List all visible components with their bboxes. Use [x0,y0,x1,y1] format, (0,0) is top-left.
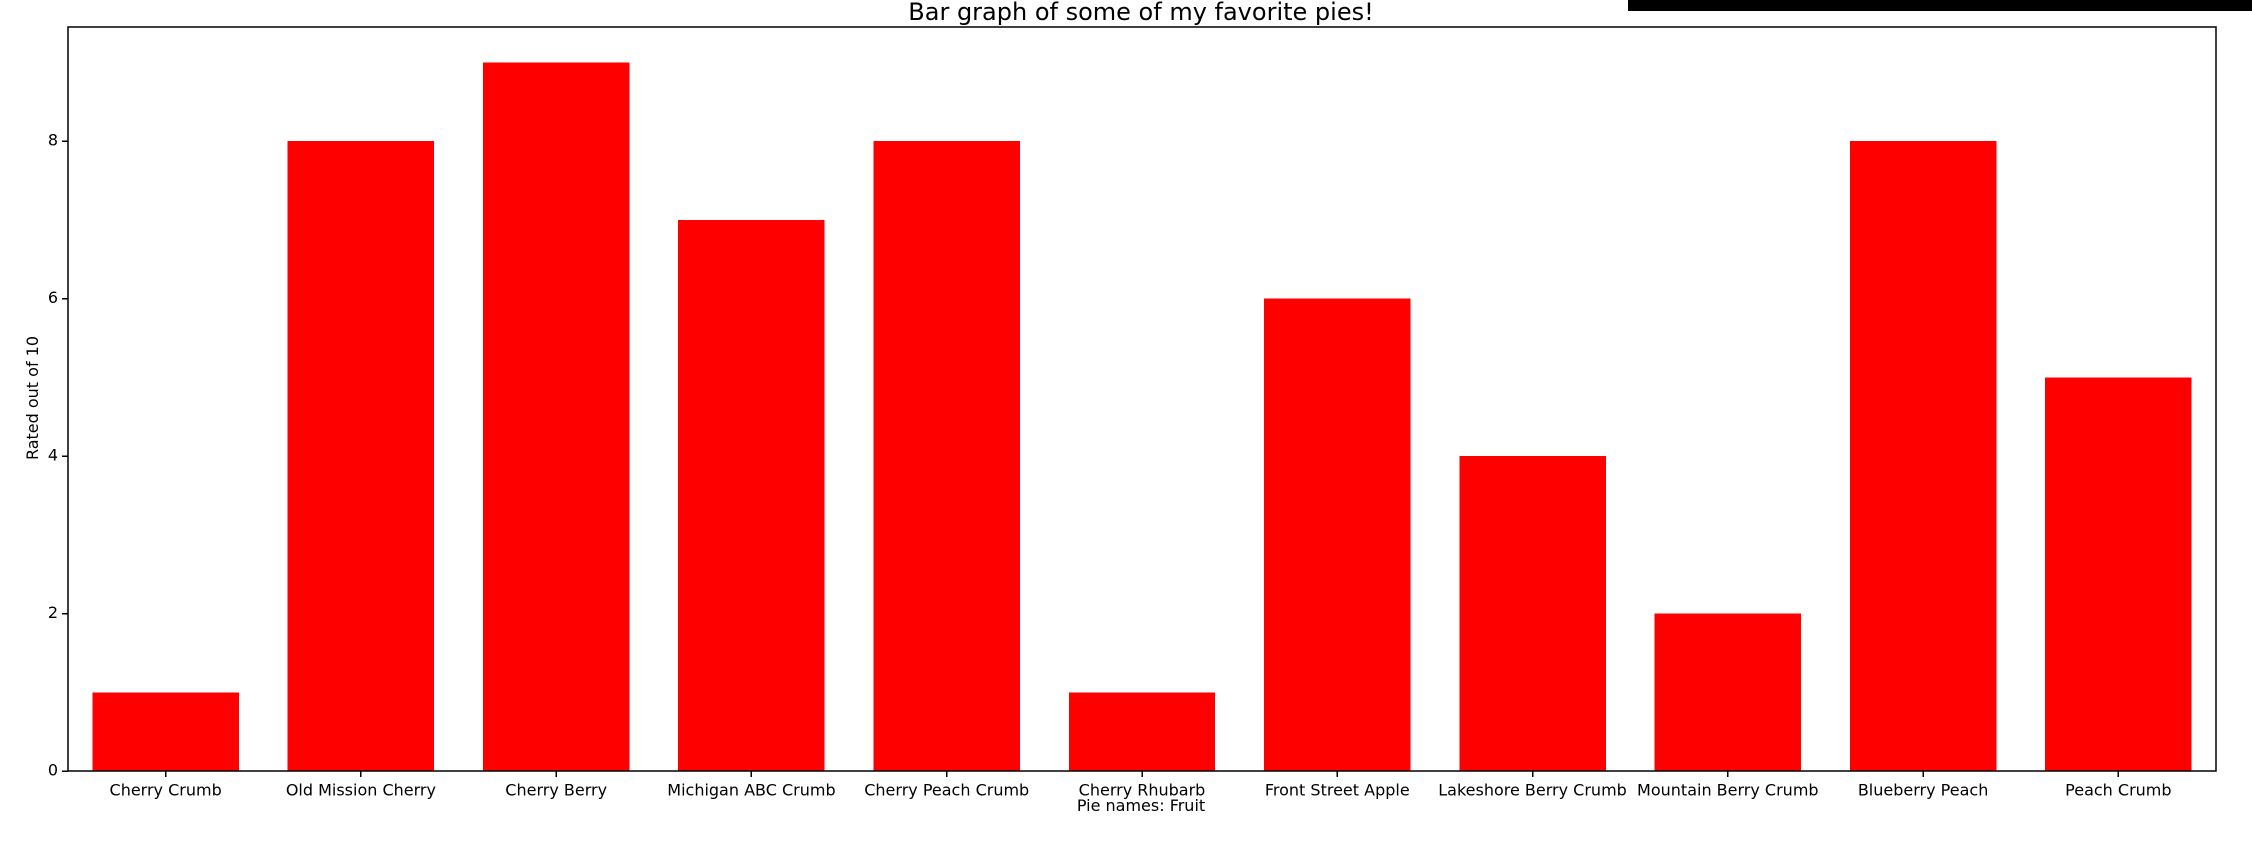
bar-9 [1849,141,1997,771]
x-tick-label-5: Cherry Rhubarb [1079,781,1206,800]
y-tick-label-3: 6 [48,288,58,307]
y-tick-label-0: 0 [48,761,58,780]
x-tick-label-8: Mountain Berry Crumb [1637,781,1819,800]
y-axis-label: Rated out of 10 [23,336,42,460]
bar-6 [1264,298,1411,771]
x-tick-label-10: Peach Crumb [2065,781,2171,800]
y-ticks-group: 0 2 4 6 8 [48,131,68,780]
chart-title: Bar graph of some of my favorite pies! [908,0,1373,26]
bar-10 [2045,377,2192,771]
x-ticks-group: Cherry Crumb Old Mission Cherry Cherry Ber… [110,771,2172,800]
bar-5 [1068,692,1216,771]
bar-4 [873,141,1020,771]
x-tick-label-2: Cherry Berry [505,781,607,800]
x-tick-label-6: Front Street Apple [1265,781,1410,800]
bar-8 [1654,613,1802,771]
bar-2 [482,62,630,771]
bar-3 [678,219,825,771]
bar-0 [92,692,239,771]
y-tick-label-4: 8 [48,131,58,150]
x-tick-label-3: Michigan ABC Crumb [667,781,835,800]
y-tick-label-2: 4 [48,446,58,465]
plot-frame [67,26,2217,772]
x-tick-label-1: Old Mission Cherry [286,781,436,800]
x-axis-label: Pie names: Fruit [1077,796,1205,815]
bar-7 [1459,456,1606,771]
x-tick-label-4: Cherry Peach Crumb [864,781,1029,800]
x-tick-label-0: Cherry Crumb [110,781,222,800]
x-tick-label-7: Lakeshore Berry Crumb [1438,781,1627,800]
bar-1 [287,141,435,771]
bars-group [92,62,2192,771]
x-tick-label-9: Blueberry Peach [1858,781,1989,800]
top-black-strip [1628,0,2252,11]
y-tick-label-1: 2 [48,603,58,622]
